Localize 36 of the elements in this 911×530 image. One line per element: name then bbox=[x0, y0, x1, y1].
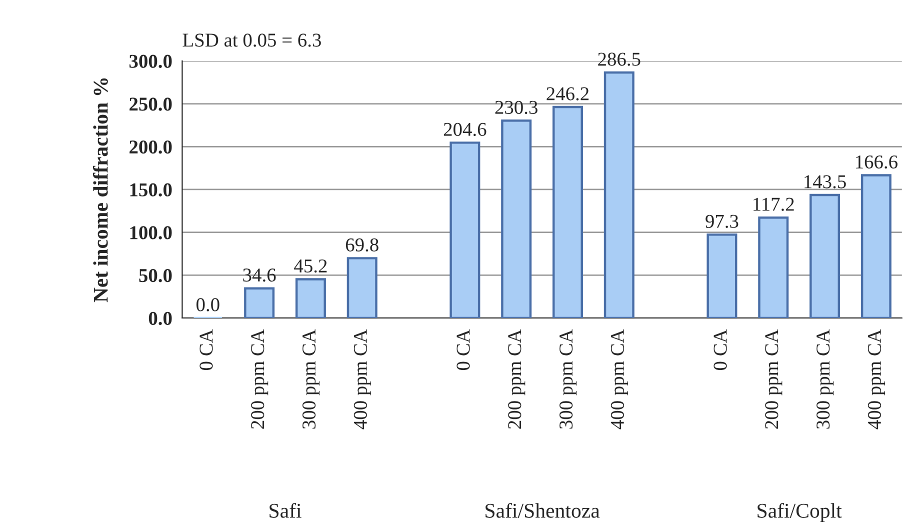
data-label: 166.6 bbox=[856, 155, 898, 169]
x-tick-label: 200 ppm CA bbox=[765, 329, 782, 429]
data-label: 69.8 bbox=[346, 238, 378, 252]
data-label: 286.5 bbox=[598, 52, 640, 66]
y-tick-label: 250.0 bbox=[130, 98, 172, 111]
x-tick-label: 300 ppm CA bbox=[816, 329, 834, 429]
x-tick-label: 0 CA bbox=[714, 329, 727, 370]
y-axis-title: Net income diffraction % bbox=[92, 78, 108, 302]
text: Safi/Coplt bbox=[758, 502, 842, 522]
y-tick-label: 100.0 bbox=[130, 226, 172, 240]
y-tick-label: 200.0 bbox=[130, 140, 172, 154]
x-tick-label: 300 ppm CA bbox=[302, 329, 320, 429]
text: Safi/Shentoza bbox=[486, 502, 600, 518]
data-label: 0.0 bbox=[196, 298, 220, 312]
data-label: 34.6 bbox=[243, 268, 276, 282]
x-tick-label: 400 ppm CA bbox=[610, 329, 628, 430]
x-tick-label: 0 CA bbox=[200, 329, 213, 370]
x-tick-label: 200 ppm CA bbox=[508, 329, 526, 429]
data-label: 230.3 bbox=[495, 100, 538, 114]
text: Safi bbox=[270, 502, 302, 518]
y-tick-label: 150.0 bbox=[130, 183, 172, 196]
data-label: 246.2 bbox=[546, 87, 589, 100]
data-label: 117.2 bbox=[754, 198, 794, 211]
x-tick-label: 0 CA bbox=[456, 329, 470, 370]
data-label: 45.2 bbox=[294, 259, 327, 273]
x-tick-label: 300 ppm CA bbox=[559, 329, 577, 429]
y-tick-label: 300.0 bbox=[129, 54, 172, 68]
data-label: 97.3 bbox=[706, 214, 738, 228]
x-tick-label: 400 ppm CA bbox=[868, 329, 886, 430]
x-tick-label: 400 ppm CA bbox=[354, 329, 371, 430]
text: LSD at 0.05 = 6.3 bbox=[182, 34, 321, 47]
y-tick-label: 50.0 bbox=[139, 268, 172, 282]
y-tick-label: 0.0 bbox=[148, 312, 172, 326]
x-tick-label: 200 ppm CA bbox=[251, 329, 268, 429]
data-label: 143.5 bbox=[804, 175, 846, 188]
data-label: 204.6 bbox=[444, 122, 486, 136]
